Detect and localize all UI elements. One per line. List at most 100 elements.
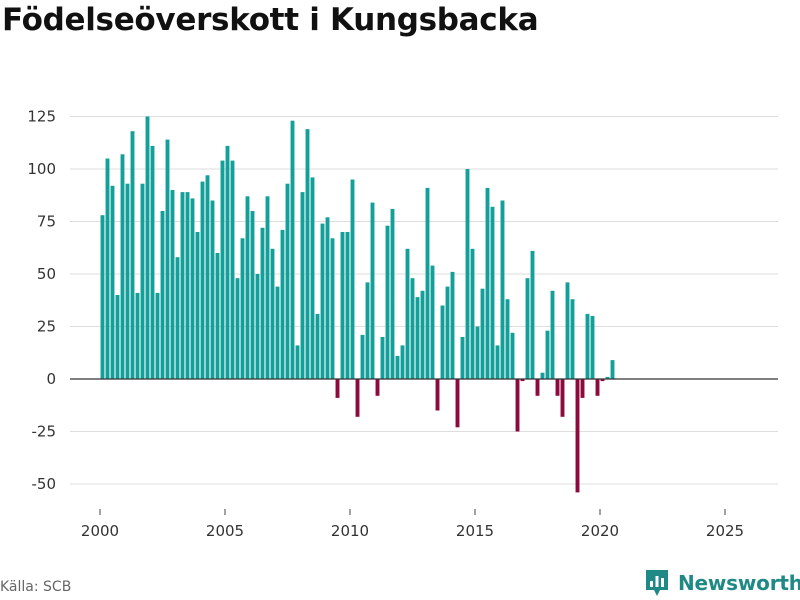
bar [530,250,535,379]
bar [375,379,380,396]
bar [200,181,205,379]
bar [230,160,235,379]
bar [295,345,300,379]
bar [310,177,315,379]
bar [565,282,570,379]
bar [490,206,495,379]
bar [350,179,355,379]
x-tick-label: 2005 [206,522,244,540]
x-tick-label: 2025 [706,522,744,540]
bar [280,229,285,379]
bar [460,337,465,379]
bar [260,227,265,379]
bar [285,183,290,379]
bar [540,372,545,379]
bar [255,274,260,379]
bar [605,376,610,379]
y-tick-label: 25 [37,318,56,336]
bar [575,379,580,493]
bar [120,154,125,379]
x-axis-ticks: 2000 2005 2010 2015 2020 2025 [81,509,744,540]
bar [270,248,275,379]
bar [425,187,430,379]
bar [300,192,305,379]
bar [590,316,595,379]
bar [410,278,415,379]
bar [150,145,155,379]
bar [470,248,475,379]
bar [455,379,460,428]
bar [525,278,530,379]
bar [430,265,435,379]
bar [140,183,145,379]
bar [180,192,185,379]
bar [465,169,470,379]
y-tick-label: 0 [46,370,56,388]
bar [185,192,190,379]
bar [495,345,500,379]
bar [500,200,505,379]
bar [105,158,110,379]
bar [110,185,115,379]
y-tick-label: -25 [32,423,57,441]
bar [370,202,375,379]
bar [365,282,370,379]
bar [330,238,335,379]
bar [160,211,165,379]
bar [165,139,170,379]
bar [385,225,390,379]
bar [320,223,325,379]
bar [135,292,140,379]
bars [100,116,615,493]
bar [420,290,425,379]
y-tick-label: 125 [27,108,56,126]
bar [580,379,585,398]
bar [215,253,220,379]
brand-name: Newsworthy [678,571,800,595]
bar [510,332,515,379]
y-tick-label: -50 [32,475,57,493]
bar [475,326,480,379]
bar [290,120,295,379]
bar [360,334,365,379]
brand-logo[interactable]: Newsworthy [644,568,800,598]
bar [545,330,550,379]
bar [235,278,240,379]
bar [355,379,360,417]
bar [245,196,250,379]
bar [435,379,440,411]
bar [155,292,160,379]
bar [325,217,330,379]
y-tick-label: 100 [27,160,56,178]
bar [395,355,400,379]
bar [480,288,485,379]
bar [550,290,555,379]
source-label: Källa: SCB [0,579,72,595]
bar [115,295,120,379]
bar [390,208,395,379]
x-tick-label: 2020 [581,522,619,540]
bar [400,345,405,379]
bar [345,232,350,379]
bar [555,379,560,396]
y-axis-ticks: -50 -25 0 25 50 75 100 125 [27,108,56,494]
bar [195,232,200,379]
bar [570,299,575,379]
bar [335,379,340,398]
bar [315,313,320,379]
bar [175,257,180,379]
bar [440,305,445,379]
bar [190,198,195,379]
bar [485,187,490,379]
bar [560,379,565,417]
chart-title: Födelseöverskott i Kungsbacka [2,2,539,38]
x-tick-label: 2015 [456,522,494,540]
bar [265,196,270,379]
bar [205,175,210,379]
bar [240,238,245,379]
bar [145,116,150,379]
x-tick-label: 2000 [81,522,119,540]
newsworthy-logo-icon [646,570,668,596]
bar [100,215,105,379]
